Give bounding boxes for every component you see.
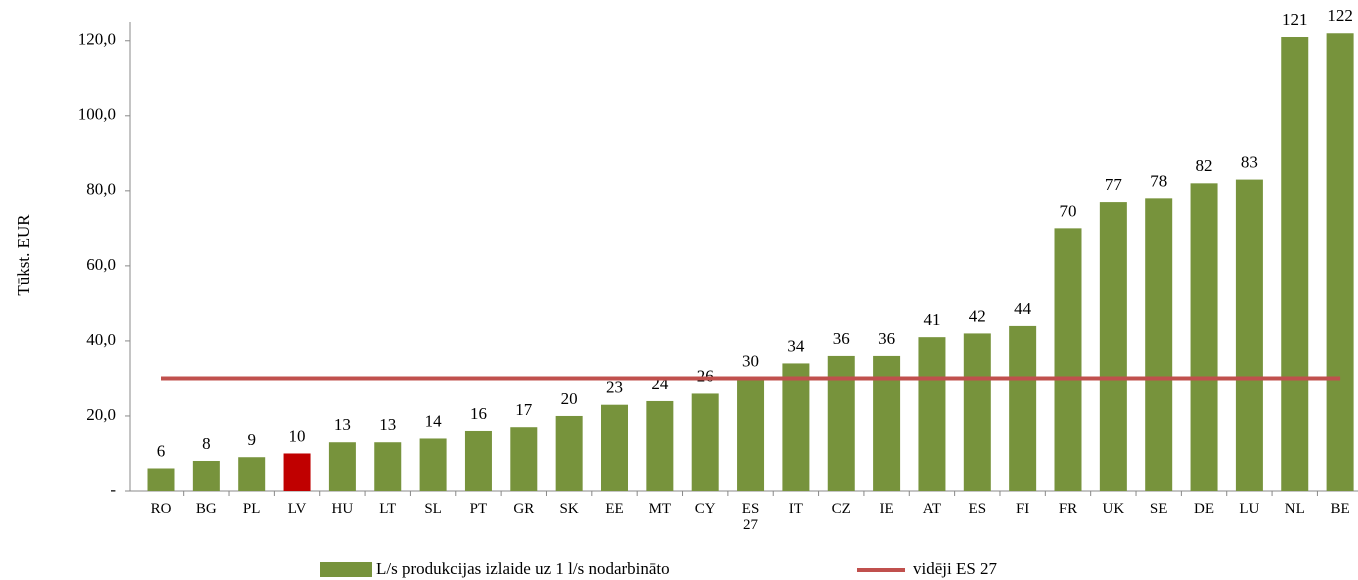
data-label: 14 — [425, 411, 443, 430]
bar — [691, 393, 719, 491]
bar — [464, 430, 492, 491]
bar — [737, 378, 765, 491]
legend-label: vidēji ES 27 — [913, 559, 998, 578]
data-label: 16 — [470, 404, 487, 423]
bar — [419, 438, 447, 491]
data-label: 44 — [1014, 299, 1032, 318]
x-tick-label: CY — [694, 501, 716, 517]
data-label: 36 — [878, 329, 895, 348]
bar — [1009, 325, 1037, 491]
data-label: 77 — [1105, 175, 1123, 194]
bar — [147, 468, 175, 491]
bar — [827, 355, 855, 491]
x-tick-label: LU — [1239, 501, 1260, 517]
y-tick-label: 40,0 — [86, 330, 116, 349]
y-tick-label: 60,0 — [86, 255, 116, 274]
x-tick-label: RO — [150, 501, 172, 517]
bar — [510, 427, 538, 491]
x-tick-label: BG — [195, 501, 217, 517]
x-tick-label: IT — [788, 501, 803, 517]
x-tick-label: FR — [1058, 501, 1078, 517]
bar — [1145, 198, 1173, 491]
bar — [238, 457, 266, 491]
legend-label: L/s produkcijas izlaide uz 1 l/s nodarbi… — [376, 559, 670, 578]
data-label: 82 — [1196, 156, 1213, 175]
bar — [1326, 33, 1354, 491]
data-label: 78 — [1150, 171, 1167, 190]
x-tick-label: CZ — [831, 501, 851, 517]
x-tick-label: FI — [1015, 501, 1030, 517]
bar — [782, 363, 810, 491]
y-axis-label: Tūkst. EUR — [14, 214, 33, 296]
x-tick-label: SE — [1149, 501, 1168, 517]
x-tick-label: IE — [879, 501, 894, 517]
data-label: 17 — [515, 400, 533, 419]
x-tick-label: GR — [513, 501, 535, 517]
data-label: 41 — [923, 310, 940, 329]
x-tick-label: EE — [605, 501, 624, 517]
data-label: 13 — [334, 415, 351, 434]
bar — [328, 442, 356, 491]
x-tick-label: DE — [1194, 501, 1215, 517]
x-tick-label: SK — [559, 501, 579, 517]
data-label: 10 — [289, 426, 306, 445]
data-label: 83 — [1241, 152, 1258, 171]
data-label: 122 — [1327, 6, 1353, 25]
bar — [1054, 228, 1082, 492]
data-label: 30 — [742, 351, 759, 370]
x-tick-label: SL — [424, 501, 442, 517]
y-tick-label: 80,0 — [86, 180, 116, 199]
data-label: 20 — [561, 389, 578, 408]
bar — [601, 404, 628, 491]
data-label: 9 — [247, 430, 256, 449]
data-label: 121 — [1282, 10, 1308, 29]
bar — [192, 460, 220, 491]
legend-swatch — [320, 562, 372, 577]
x-tick-label: HU — [331, 501, 354, 517]
x-tick-label: UK — [1102, 501, 1125, 517]
bar — [555, 415, 583, 491]
data-label: 36 — [833, 329, 850, 348]
data-label: 23 — [606, 378, 623, 397]
bar — [1099, 202, 1127, 491]
x-tick-label: LV — [287, 501, 307, 517]
x-tick-label: PT — [469, 501, 488, 517]
y-tick-label: 20,0 — [86, 405, 116, 424]
data-label: 8 — [202, 434, 211, 453]
data-label: 26 — [697, 366, 714, 385]
x-tick-label: AT — [922, 501, 942, 517]
data-label: 13 — [379, 415, 396, 434]
bar — [1281, 37, 1309, 492]
x-tick-label: BE — [1330, 501, 1350, 517]
bar — [963, 333, 991, 491]
data-label: 34 — [787, 336, 805, 355]
bar — [1190, 183, 1218, 491]
bar — [374, 442, 402, 491]
x-tick-label: PL — [242, 501, 261, 517]
data-label: 42 — [969, 306, 986, 325]
y-tick-label: 100,0 — [78, 105, 116, 124]
x-tick-label: ES 27 — [741, 501, 760, 533]
bar — [646, 400, 674, 491]
x-tick-label: MT — [648, 501, 672, 517]
y-tick-label: - — [110, 480, 116, 499]
y-tick-label: 120,0 — [78, 30, 116, 49]
bar — [873, 355, 901, 491]
x-tick-label: ES — [968, 501, 987, 517]
bar — [918, 337, 946, 491]
data-label: 70 — [1060, 201, 1077, 220]
data-label: 6 — [157, 441, 166, 460]
x-tick-label: NL — [1284, 501, 1305, 517]
bar — [283, 453, 311, 491]
bar — [1235, 179, 1263, 492]
x-tick-label: LT — [379, 501, 397, 517]
